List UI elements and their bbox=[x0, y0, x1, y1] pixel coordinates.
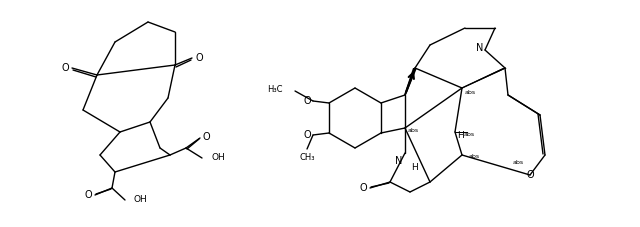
Text: OH: OH bbox=[134, 195, 148, 205]
Text: abs: abs bbox=[465, 89, 476, 94]
Text: OH: OH bbox=[211, 153, 225, 163]
Text: H₃C: H₃C bbox=[268, 84, 283, 94]
Text: abs: abs bbox=[408, 128, 419, 133]
Text: abs: abs bbox=[463, 131, 475, 136]
Text: N: N bbox=[476, 43, 484, 53]
Text: O: O bbox=[61, 63, 69, 73]
Text: O: O bbox=[359, 183, 367, 193]
Text: H: H bbox=[412, 163, 419, 172]
Text: O: O bbox=[202, 132, 210, 142]
Text: O: O bbox=[526, 170, 534, 180]
Text: O: O bbox=[84, 190, 92, 200]
Text: O: O bbox=[303, 130, 311, 140]
Text: abs: abs bbox=[468, 155, 479, 160]
Text: N: N bbox=[396, 156, 403, 166]
Text: H: H bbox=[458, 131, 465, 140]
Text: O: O bbox=[195, 53, 203, 63]
Text: CH₃: CH₃ bbox=[300, 153, 315, 161]
Polygon shape bbox=[461, 68, 507, 88]
Text: abs: abs bbox=[513, 160, 524, 165]
Text: O: O bbox=[303, 96, 311, 106]
Polygon shape bbox=[404, 68, 417, 95]
